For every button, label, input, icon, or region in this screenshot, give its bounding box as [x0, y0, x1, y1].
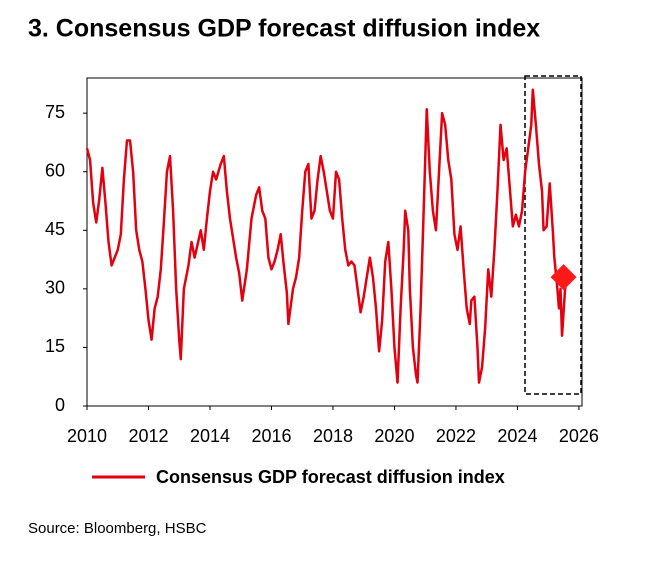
x-tick-label: 2020	[374, 426, 414, 446]
highlight-box	[524, 75, 582, 395]
legend-label: Consensus GDP forecast diffusion index	[156, 467, 505, 487]
source-note: Source: Bloomberg, HSBC	[28, 520, 207, 537]
x-tick-label: 2012	[128, 426, 168, 446]
y-tick-label: 15	[45, 336, 65, 356]
y-tick-label: 60	[45, 160, 65, 180]
forecast-marker	[550, 264, 577, 291]
x-tick-label: 2026	[559, 426, 599, 446]
x-tick-label: 2016	[251, 426, 291, 446]
y-tick-label: 0	[55, 395, 65, 415]
x-tick-label: 2022	[436, 426, 476, 446]
x-tick-label: 2024	[497, 426, 537, 446]
chart-title: 3. Consensus GDP forecast diffusion inde…	[28, 15, 540, 43]
x-tick-label: 2018	[313, 426, 353, 446]
x-tick-label: 2010	[67, 426, 107, 446]
y-tick-label: 75	[45, 102, 65, 122]
series-line	[85, 88, 568, 384]
y-tick-label: 45	[45, 219, 65, 239]
y-tick-label: 30	[45, 278, 65, 298]
x-tick-label: 2014	[190, 426, 230, 446]
plot-frame	[86, 77, 583, 407]
